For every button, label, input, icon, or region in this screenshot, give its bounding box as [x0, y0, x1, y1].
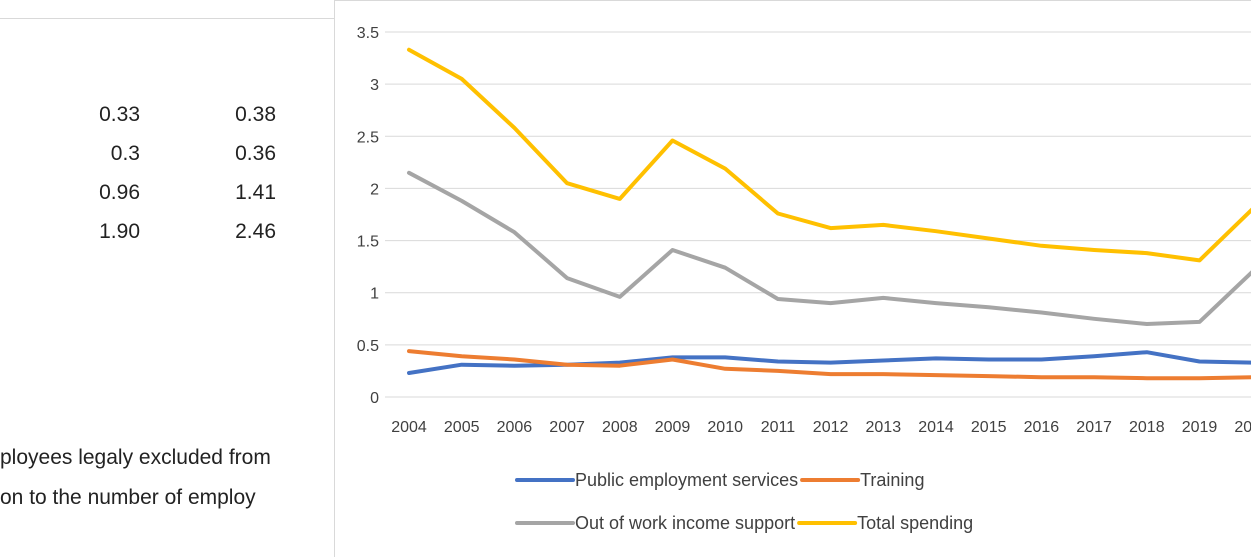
y-tick-label: 3.5 [357, 25, 379, 42]
legend-label: Training [860, 470, 924, 490]
x-tick-label: 2005 [444, 419, 480, 436]
x-tick-label: 2014 [918, 419, 954, 436]
sheet-cell[interactable]: 0.96 [99, 181, 140, 204]
line-chart: 0 0.5 1 1.5 2 2.5 3 3.5 2004 2005 2006 2007 2008 2009… [357, 25, 1251, 533]
y-tick-label: 0 [370, 390, 379, 407]
y-tick-label: 1 [370, 286, 379, 303]
x-tick-label: 2006 [497, 419, 533, 436]
x-tick-label: 2011 [761, 419, 796, 436]
sheet-cell[interactable]: 1.41 [235, 181, 276, 204]
sheet-note-line[interactable]: on to the number of employ [0, 486, 256, 509]
x-tick-label: 2010 [707, 419, 743, 436]
sheet-cell[interactable]: 1.90 [99, 220, 140, 243]
y-tick-label: 2 [370, 181, 379, 198]
x-tick-label: 2018 [1129, 419, 1165, 436]
sheet-note-line[interactable]: ployees legaly excluded from [0, 446, 271, 469]
x-tick-label: 2017 [1076, 419, 1112, 436]
chart-area[interactable]: 0 0.5 1 1.5 2 2.5 3 3.5 2004 2005 2006 2007 2008 2009… [334, 0, 1251, 557]
x-tick-label: 2009 [655, 419, 691, 436]
sheet-cell[interactable]: 0.33 [99, 103, 140, 126]
series-line [407, 349, 1251, 381]
x-tick-label: 2004 [391, 419, 427, 436]
x-tick-label: 2013 [866, 419, 902, 436]
sheet-cell[interactable]: 2.46 [235, 220, 276, 243]
x-tick-label: 2008 [602, 419, 638, 436]
y-tick-label: 0.5 [357, 338, 379, 355]
y-tick-label: 2.5 [357, 129, 379, 146]
series-line [407, 350, 1251, 375]
x-tick-label: 2019 [1182, 419, 1218, 436]
series-line [407, 47, 1251, 263]
x-tick-label: 2020 [1234, 419, 1251, 436]
x-tick-label: 2007 [549, 419, 585, 436]
sheet-top-rule [0, 18, 334, 19]
legend-label: Public employment services [575, 470, 798, 490]
legend-label: Out of work income support [575, 513, 795, 533]
sheet-cell[interactable]: 0.36 [235, 142, 276, 165]
x-tick-label: 2012 [813, 419, 849, 436]
sheet-cell[interactable]: 0.3 [110, 142, 140, 165]
sheet-cell[interactable]: 0.38 [235, 103, 276, 126]
y-tick-label: 1.5 [357, 234, 379, 251]
y-tick-label: 3 [370, 77, 379, 94]
series-line [407, 170, 1251, 326]
x-tick-label: 2016 [1024, 419, 1060, 436]
legend-label: Total spending [857, 513, 973, 533]
x-tick-label: 2015 [971, 419, 1007, 436]
